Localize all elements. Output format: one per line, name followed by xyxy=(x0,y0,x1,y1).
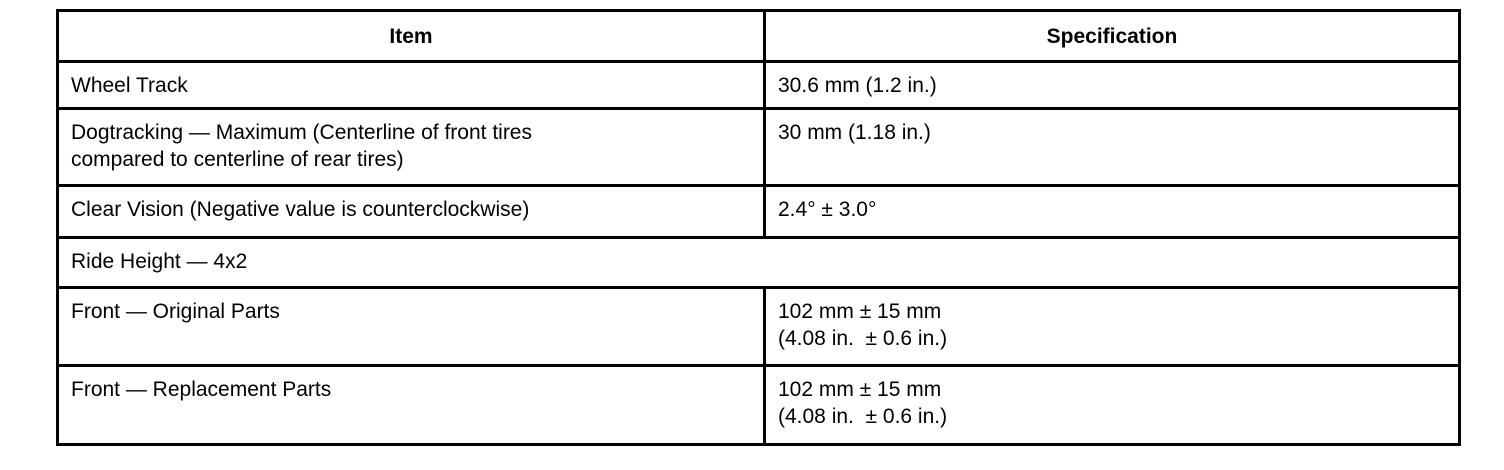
spec-text: 102 mm ± 15 mm xyxy=(778,300,942,323)
table-row: Front — Replacement Parts 102 mm ± 15 mm… xyxy=(56,364,1461,446)
table-row: Front — Original Parts 102 mm ± 15 mm (4… xyxy=(56,286,1461,367)
header-item: Item xyxy=(56,9,766,63)
item-text: Front — Original Parts xyxy=(71,300,280,323)
spec-text: 30 mm (1.18 in.) xyxy=(778,121,931,144)
item-cell: Clear Vision (Negative value is counterc… xyxy=(56,184,766,239)
item-cell: Front — Original Parts xyxy=(56,286,766,367)
item-cell: Wheel Track xyxy=(56,60,766,110)
item-text: Dogtracking — Maximum (Centerline of fro… xyxy=(71,121,532,144)
spec-text: (4.08 in. ± 0.6 in.) xyxy=(778,327,948,350)
section-text: Ride Height — 4x2 xyxy=(71,250,248,273)
spec-cell: 2.4° ± 3.0° xyxy=(763,184,1461,239)
specification-table: Item Specification Wheel Track 30.6 mm (… xyxy=(56,9,1461,446)
spec-text: 2.4° ± 3.0° xyxy=(778,198,877,221)
table-section-row: Ride Height — 4x2 xyxy=(56,236,1461,289)
spec-text: (4.08 in. ± 0.6 in.) xyxy=(778,405,948,428)
table-row: Wheel Track 30.6 mm (1.2 in.) xyxy=(56,60,1461,110)
item-cell: Dogtracking — Maximum (Centerline of fro… xyxy=(56,107,766,187)
item-text: Wheel Track xyxy=(71,74,188,97)
spec-cell: 102 mm ± 15 mm (4.08 in. ± 0.6 in.) xyxy=(763,364,1461,446)
header-specification: Specification xyxy=(763,9,1461,63)
item-text: Front — Replacement Parts xyxy=(71,378,332,401)
spec-text: 102 mm ± 15 mm xyxy=(778,378,942,401)
section-cell: Ride Height — 4x2 xyxy=(56,236,1461,289)
spec-text: 30.6 mm (1.2 in.) xyxy=(778,74,937,97)
item-text: Clear Vision (Negative value is counterc… xyxy=(71,198,530,221)
spec-cell: 30.6 mm (1.2 in.) xyxy=(763,60,1461,110)
spec-cell: 30 mm (1.18 in.) xyxy=(763,107,1461,187)
spec-cell: 102 mm ± 15 mm (4.08 in. ± 0.6 in.) xyxy=(763,286,1461,367)
item-cell: Front — Replacement Parts xyxy=(56,364,766,446)
table-row: Dogtracking — Maximum (Centerline of fro… xyxy=(56,107,1461,187)
header-row: Item Specification xyxy=(56,9,1461,63)
table-row: Clear Vision (Negative value is counterc… xyxy=(56,184,1461,239)
item-text: compared to centerline of rear tires) xyxy=(71,148,404,171)
